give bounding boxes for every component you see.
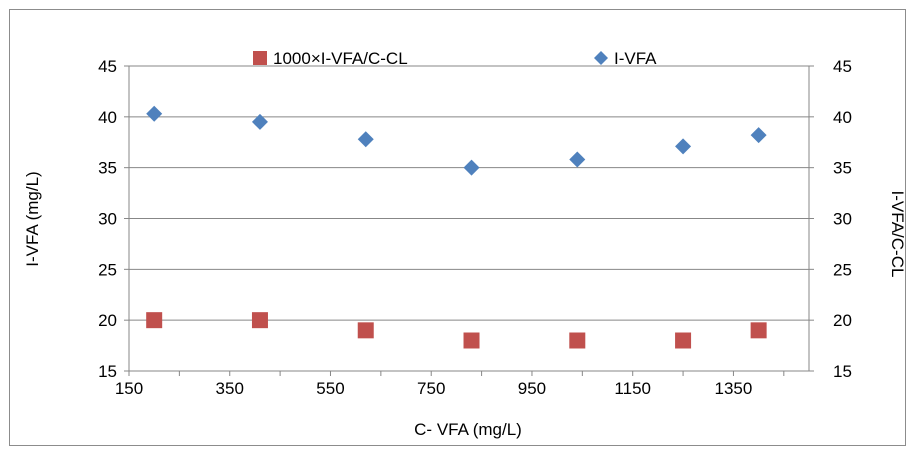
data-point-diamond: [750, 127, 767, 144]
y2-tick-label: 45: [833, 57, 852, 76]
data-point-diamond: [463, 159, 480, 176]
legend-swatch-square: [253, 51, 267, 65]
data-point-diamond: [146, 105, 163, 122]
x-tick-label: 350: [216, 379, 244, 398]
y-tick-label: 35: [98, 159, 117, 178]
y2-tick-label: 20: [833, 311, 852, 330]
axes: [124, 65, 814, 376]
y-tick-label: 40: [98, 108, 117, 127]
data-point-square: [569, 332, 586, 349]
y2-tick-label: 35: [833, 159, 852, 178]
y-tick-label: 20: [98, 311, 117, 330]
y-tick-label: 45: [98, 57, 117, 76]
data-point-diamond: [251, 113, 268, 130]
data-points: [146, 105, 767, 349]
data-point-diamond: [675, 138, 692, 155]
legend-label-series-2: I-VFA: [614, 49, 657, 68]
y-tick-label: 30: [98, 210, 117, 229]
data-point-square: [251, 312, 268, 329]
x-tick-label: 550: [316, 379, 344, 398]
chart-frame: [9, 9, 906, 446]
data-point-square: [357, 322, 374, 339]
data-point-diamond: [569, 151, 586, 168]
y2-tick-label: 25: [833, 260, 852, 279]
y-tick-label: 15: [98, 362, 117, 381]
data-point-square: [675, 332, 692, 349]
y2-tick-label: 15: [833, 362, 852, 381]
x-axis-label: C- VFA (mg/L): [414, 420, 522, 439]
x-tick-label: 750: [417, 379, 445, 398]
y2-axis-label: I-VFA/C-CL: [888, 191, 907, 278]
data-point-diamond: [357, 131, 374, 148]
legend-label-series-1: 1000×I-VFA/C-CL: [273, 49, 408, 68]
x-tick-label: 1150: [614, 379, 651, 398]
x-tick-label: 150: [115, 379, 143, 398]
data-point-square: [750, 322, 767, 339]
tick-labels: 15 15 20 20 25 25 30 30 35 35 40 40 45 45 150 350 550 750…: [98, 57, 852, 398]
y2-tick-label: 30: [833, 210, 852, 229]
data-point-square: [463, 332, 480, 349]
y2-tick-label: 40: [833, 108, 852, 127]
y-tick-label: 25: [98, 260, 117, 279]
legend: 1000×I-VFA/C-CL I-VFA: [253, 49, 657, 68]
data-point-square: [146, 312, 163, 329]
x-tick-label: 1350: [715, 379, 753, 398]
gridlines: [129, 65, 809, 372]
legend-swatch-diamond: [594, 51, 608, 65]
y-axis-label: I-VFA (mg/L): [23, 171, 42, 266]
x-tick-label: 950: [518, 379, 546, 398]
